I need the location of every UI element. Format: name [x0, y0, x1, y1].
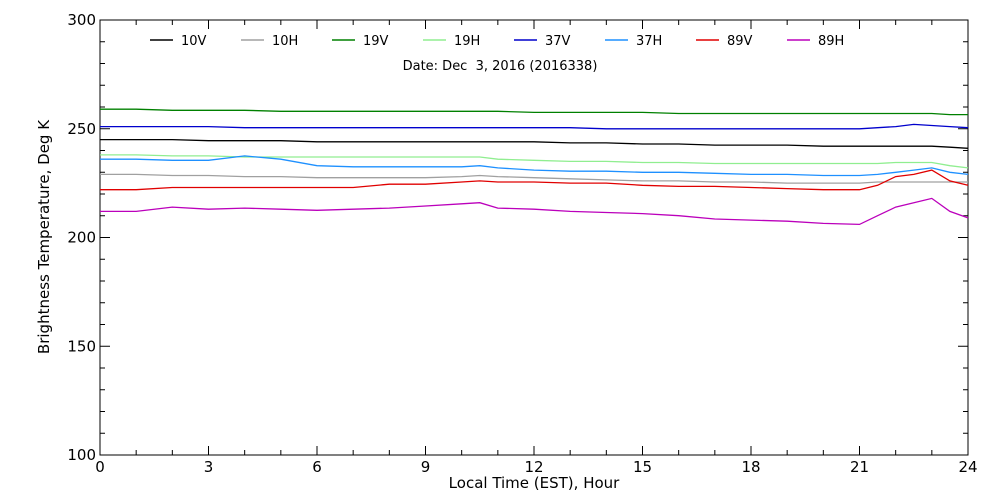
legend-label-89v: 89V: [727, 34, 753, 49]
legend: 10V 10H 19V 19H 37V 37H 89V 89H: [150, 34, 844, 49]
x-tick-label: 15: [633, 458, 652, 476]
x-tick-label: 18: [741, 458, 760, 476]
y-tick-label: 200: [67, 229, 96, 247]
series-line-37h: [100, 155, 969, 177]
y-tick-label: 300: [67, 11, 96, 29]
x-tick-label: 21: [850, 458, 869, 476]
legend-label-37v: 37V: [545, 34, 571, 49]
x-tick-label: 9: [421, 458, 431, 476]
series-line-89v: [100, 169, 969, 191]
y-tick-label: 150: [67, 337, 96, 355]
y-tick-label: 250: [67, 120, 96, 138]
series-line-19h: [100, 154, 969, 169]
legend-label-10v: 10V: [181, 34, 207, 49]
series-line-19v: [100, 108, 968, 116]
series-line-89h: [100, 197, 969, 226]
x-tick-label: 3: [204, 458, 214, 476]
series-lines: [100, 108, 969, 226]
plot-frame: [99, 19, 969, 456]
x-tick-label: 0: [95, 458, 105, 476]
x-tick-label: 12: [524, 458, 543, 476]
legend-label-37h: 37H: [636, 34, 662, 49]
axis-ticks: 0 3 6 9 12 15 18 21 24 100 150 200 250 300: [67, 11, 977, 476]
series-line-10v: [100, 138, 969, 149]
series-line-37v: [100, 123, 969, 130]
y-tick-label: 100: [67, 446, 96, 464]
x-tick-label: 24: [958, 458, 977, 476]
x-tick-label: 6: [312, 458, 322, 476]
x-axis-title: Local Time (EST), Hour: [449, 474, 620, 492]
legend-label-19h: 19H: [454, 34, 480, 49]
date-annotation: Date: Dec 3, 2016 (2016338): [403, 59, 598, 74]
legend-label-19v: 19V: [363, 34, 389, 49]
legend-label-10h: 10H: [272, 34, 298, 49]
y-axis-title: Brightness Temperature, Deg K: [35, 119, 53, 354]
legend-label-89h: 89H: [818, 34, 844, 49]
